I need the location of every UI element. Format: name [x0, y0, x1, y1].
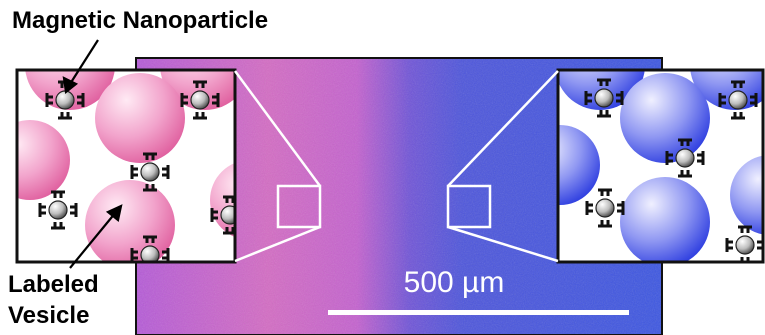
right-zoom-box — [446, 184, 492, 229]
scale-bar-line — [328, 310, 629, 315]
vesicle-arrow — [69, 211, 117, 269]
left-inset-pink-vesicles — [15, 68, 237, 264]
vesicle — [95, 73, 185, 163]
zoom-indicators — [233, 70, 559, 263]
annotation-arrows — [62, 39, 123, 269]
vesicle — [620, 177, 710, 262]
vesicle — [730, 155, 763, 235]
magnetic-nanoparticle-label: Magnetic Nanoparticle — [12, 7, 269, 34]
vesicle — [558, 125, 600, 205]
zoom-line — [233, 70, 322, 187]
right-inset-blue-vesicles — [556, 68, 765, 264]
arrowhead — [62, 76, 79, 95]
nanoparticle-arrow — [69, 39, 99, 85]
scale-bar: 500 µm — [328, 266, 629, 315]
vesicle — [17, 120, 70, 200]
vesicle — [85, 180, 175, 262]
arrowhead — [105, 204, 123, 222]
scale-bar-label: 500 µm — [404, 266, 505, 299]
zoom-line — [234, 225, 321, 263]
zoom-line — [447, 225, 559, 263]
zoom-line — [447, 70, 559, 187]
left-zoom-box — [276, 184, 322, 229]
vesicle — [620, 73, 710, 163]
labeled-vesicle-label-line2: Vesicle — [8, 302, 90, 329]
labeled-vesicle-label-line1: Labeled — [8, 271, 99, 298]
